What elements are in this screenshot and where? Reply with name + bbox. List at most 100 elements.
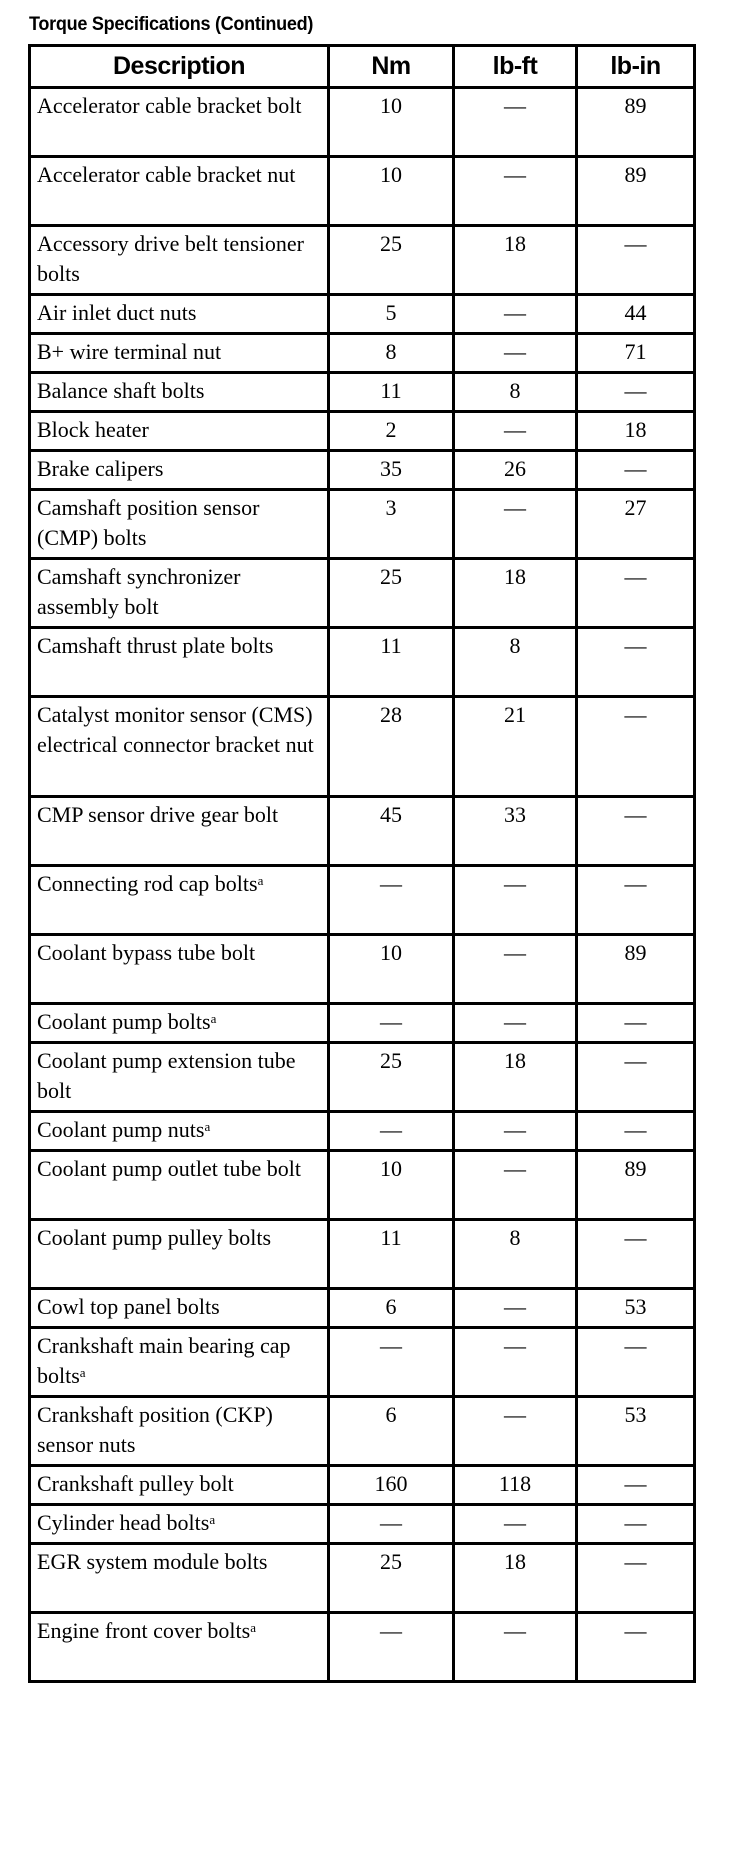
table-row: EGR system module bolts 25 18— — [28, 1542, 696, 1614]
cell-lb-ft: — — [452, 332, 578, 374]
table-row: Camshaft synchronizer assembly bolt 25 18— — [28, 557, 696, 629]
cell-lb-in: — — [575, 1002, 696, 1044]
description-text: Brake calipers — [37, 456, 164, 481]
description-text: Crankshaft main bearing cap bolts — [37, 1333, 291, 1388]
cell-description: Balance shaft bolts — [28, 371, 330, 413]
cell-lb-ft: — — [452, 1002, 578, 1044]
cell-lb-ft: — — [452, 155, 578, 227]
header-nm: Nm — [327, 44, 455, 89]
cell-lb-ft: 8 — [452, 626, 578, 698]
cell-nm: 35 — [327, 449, 455, 491]
description-text: Air inlet duct nuts — [37, 300, 197, 325]
cell-nm: 10 — [327, 155, 455, 227]
cell-description: Accessory drive belt tensioner bolts — [28, 224, 330, 296]
table-row: Brake calipers 35 26— — [28, 449, 696, 491]
table-row: Engine front cover boltsa — — — — [28, 1611, 696, 1683]
cell-lb-in: — — [575, 1503, 696, 1545]
cell-nm: 11 — [327, 371, 455, 413]
cell-description: Air inlet duct nuts — [28, 293, 330, 335]
cell-lb-in: — — [575, 1218, 696, 1290]
description-text: Coolant pump extension tube bolt — [37, 1048, 296, 1103]
table-row: Coolant pump boltsa — — — — [28, 1002, 696, 1044]
cell-description: Coolant pump pulley bolts — [28, 1218, 330, 1290]
cell-description: Crankshaft pulley bolt — [28, 1464, 330, 1506]
description-text: Cowl top panel bolts — [37, 1294, 220, 1319]
footnote-marker: a — [209, 1512, 216, 1527]
description-text: Cylinder head bolts — [37, 1510, 210, 1535]
cell-nm: 10 — [327, 933, 455, 1005]
cell-description: Block heater — [28, 410, 330, 452]
footnote-marker: a — [210, 1011, 217, 1026]
cell-lb-in: 89 — [575, 155, 696, 227]
cell-nm: 25 — [327, 224, 455, 296]
cell-lb-ft: — — [452, 1326, 578, 1398]
cell-lb-in: 71 — [575, 332, 696, 374]
cell-description: Coolant pump boltsa — [28, 1002, 330, 1044]
cell-description: Crankshaft position (CKP) sensor nuts — [28, 1395, 330, 1467]
table-row: Coolant pump outlet tube bolt 10—89 — [28, 1149, 696, 1221]
cell-lb-in: 53 — [575, 1287, 696, 1329]
cell-lb-ft: — — [452, 1110, 578, 1152]
description-text: Engine front cover bolts — [37, 1618, 251, 1643]
cell-lb-in: — — [575, 1326, 696, 1398]
cell-lb-ft: — — [452, 1503, 578, 1545]
table-row: Accelerator cable bracket nut 10—89 — [28, 155, 696, 227]
cell-description: Coolant bypass tube bolt — [28, 933, 330, 1005]
table-row: Crankshaft position (CKP) sensor nuts 6—5… — [28, 1395, 696, 1467]
cell-nm: — — [327, 864, 455, 936]
table-row: Coolant pump nutsa — — — — [28, 1110, 696, 1152]
table-row: Cylinder head boltsa — — — — [28, 1503, 696, 1545]
footnote-marker: a — [257, 873, 264, 888]
cell-lb-ft: 18 — [452, 1041, 578, 1113]
cell-lb-in: — — [575, 626, 696, 698]
cell-lb-in: 53 — [575, 1395, 696, 1467]
cell-lb-in: — — [575, 371, 696, 413]
cell-lb-ft: 8 — [452, 1218, 578, 1290]
cell-lb-ft: — — [452, 1287, 578, 1329]
cell-lb-in: — — [575, 864, 696, 936]
cell-lb-ft: — — [452, 864, 578, 936]
cell-description: Engine front cover boltsa — [28, 1611, 330, 1683]
cell-lb-ft: — — [452, 488, 578, 560]
description-text: Coolant pump bolts — [37, 1009, 211, 1034]
cell-lb-in: 89 — [575, 86, 696, 158]
cell-lb-in: — — [575, 695, 696, 798]
cell-lb-in: 18 — [575, 410, 696, 452]
cell-nm: 28 — [327, 695, 455, 798]
table-row: Coolant pump pulley bolts 11 8— — [28, 1218, 696, 1290]
cell-lb-in: 44 — [575, 293, 696, 335]
cell-lb-ft: — — [452, 933, 578, 1005]
description-text: Coolant pump outlet tube bolt — [37, 1156, 301, 1181]
footnote-marker: a — [204, 1119, 211, 1134]
cell-nm: 10 — [327, 86, 455, 158]
cell-nm: 3 — [327, 488, 455, 560]
cell-description: Cylinder head boltsa — [28, 1503, 330, 1545]
header-row: Description Nm lb-ft lb-in — [28, 44, 696, 89]
description-text: Crankshaft position (CKP) sensor nuts — [37, 1402, 273, 1457]
cell-lb-in: — — [575, 1041, 696, 1113]
description-text: Connecting rod cap bolts — [37, 871, 258, 896]
cell-nm: 25 — [327, 557, 455, 629]
table-row: Coolant pump extension tube bolt 25 18— — [28, 1041, 696, 1113]
cell-lb-in: 27 — [575, 488, 696, 560]
table-row: Connecting rod cap boltsa — — — — [28, 864, 696, 936]
cell-nm: — — [327, 1326, 455, 1398]
description-text: EGR system module bolts — [37, 1549, 268, 1574]
cell-description: Brake calipers — [28, 449, 330, 491]
cell-description: Camshaft thrust plate bolts — [28, 626, 330, 698]
cell-lb-in: — — [575, 449, 696, 491]
table-row: Crankshaft main bearing cap boltsa — — — — [28, 1326, 696, 1398]
table-row: Accelerator cable bracket bolt 10—89 — [28, 86, 696, 158]
cell-nm: 2 — [327, 410, 455, 452]
cell-lb-ft: 21 — [452, 695, 578, 798]
table-row: Catalyst monitor sensor (CMS) electrical… — [28, 695, 696, 798]
table-row: Air inlet duct nuts 5—44 — [28, 293, 696, 335]
cell-lb-ft: 118 — [452, 1464, 578, 1506]
cell-description: Catalyst monitor sensor (CMS) electrical… — [28, 695, 330, 798]
cell-description: B+ wire terminal nut — [28, 332, 330, 374]
cell-nm: 25 — [327, 1041, 455, 1113]
cell-description: Accelerator cable bracket bolt — [28, 86, 330, 158]
cell-lb-in: — — [575, 1464, 696, 1506]
cell-description: EGR system module bolts — [28, 1542, 330, 1614]
description-text: CMP sensor drive gear bolt — [37, 802, 279, 827]
